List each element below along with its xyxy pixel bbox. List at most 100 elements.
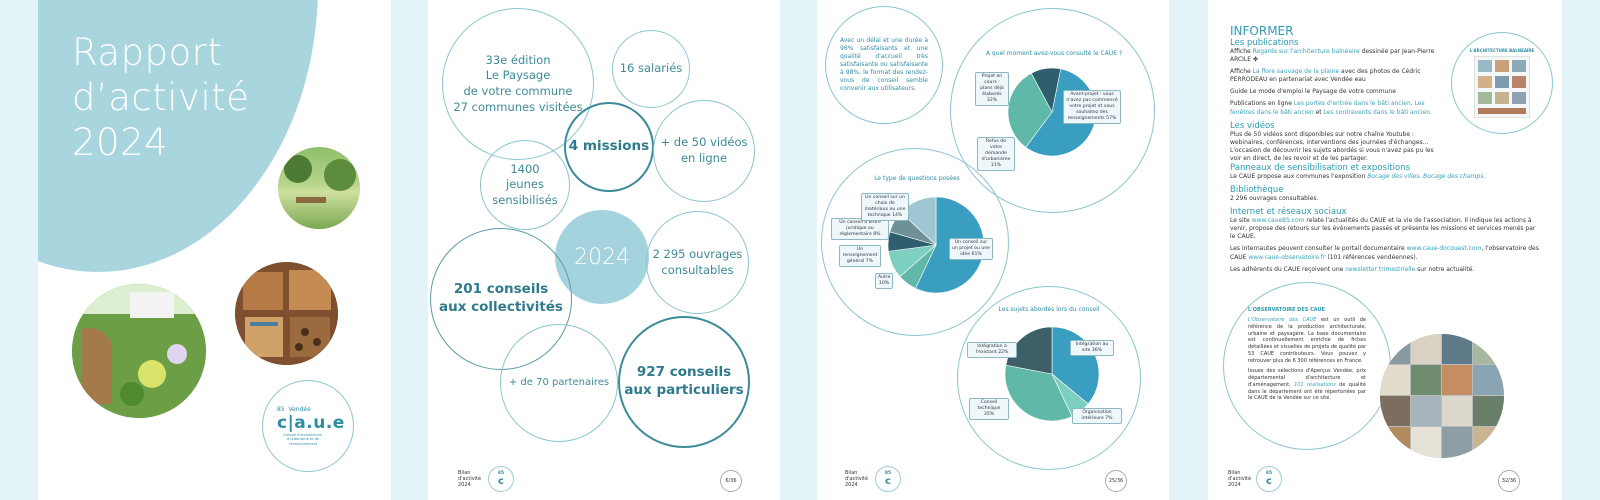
page-number: 32/36 — [1498, 470, 1520, 492]
ouvrages-bubble: 2 295 ouvrages consultables — [646, 211, 749, 314]
caue85-link[interactable]: www.caue85.com — [1251, 217, 1305, 225]
panneaux-heading: Panneaux de sensibilisation et expositio… — [1230, 163, 1411, 173]
insect-hotel-photo — [235, 262, 338, 365]
footer-bilan: Bilan d'activité 2024 — [845, 470, 868, 488]
particuliers-line1: 927 conseils — [636, 364, 732, 381]
partenaires-bubble: + de 70 partenaires — [500, 324, 618, 442]
bilan-line2: d'activité — [845, 476, 869, 482]
year-bubble: 2024 — [555, 210, 649, 304]
page-number: 25/36 — [1105, 470, 1127, 492]
chart2-label-3: Un conseil d'ordre juridique ou réglemen… — [831, 218, 889, 240]
pub3: Guide Le mode d'emploi le Paysage de vot… — [1230, 88, 1396, 96]
bilan-line1: Bilan — [845, 470, 858, 476]
footer-logo-number: 85 — [1265, 471, 1273, 476]
docouest-link[interactable]: www.caue-docouest.com — [1406, 245, 1482, 253]
chart3-slice-2 — [1004, 364, 1073, 422]
pub1-link[interactable]: Regards sur l'architecture balnéaire — [1252, 48, 1360, 55]
footer-logo: 85 c — [1256, 466, 1282, 492]
panneaux-expo: Bocage des villes, Bocage des champs. — [1367, 173, 1486, 180]
garden-photo — [72, 284, 206, 418]
intro-text: Avec un délai et une durée à 96% satisfa… — [840, 36, 928, 93]
informer-column: INFORMER Les publications Affiche Regard… — [1230, 24, 1442, 163]
intro-bubble: Avec un délai et une durée à 96% satisfa… — [825, 6, 943, 124]
internet-text3: Les adhérents du CAUE reçoivent une news… — [1230, 266, 1540, 274]
net3-pre: Les adhérents du CAUE reçoivent une — [1230, 265, 1346, 273]
bilan-line1: Bilan — [1228, 470, 1241, 476]
publications-heading: Les publications — [1230, 38, 1299, 48]
pub2-pre: Affiche — [1230, 68, 1253, 76]
footer-logo-number: 85 — [497, 471, 505, 476]
cover-title-line1: Rapport — [72, 31, 223, 74]
footer-logo-number: 85 — [884, 471, 892, 476]
videos-text: Plus de 50 vidéos sont disponibles sur n… — [1230, 130, 1434, 162]
pub4-link[interactable]: Les portes d'entrée dans le bâti ancien,… — [1230, 100, 1425, 116]
bibliotheque-text: 2 296 ouvrages consultables. — [1230, 195, 1319, 203]
pub4: Publications en ligne Les portes d'entré… — [1230, 100, 1442, 116]
partenaires-text: + de 70 partenaires — [508, 377, 610, 389]
chart1-slice-2 — [1030, 67, 1062, 113]
particuliers-bubble: 927 conseils aux particuliers — [618, 316, 750, 448]
observatoire-heading: L'OBSERVATOIRE DES CAUE — [1248, 307, 1325, 313]
panneaux-pre: Le CAUE propose aux communes l'expositio… — [1230, 173, 1368, 180]
newsletter-link[interactable]: newsletter trimestrielle — [1345, 265, 1416, 273]
informer-heading: INFORMER — [1230, 24, 1294, 38]
chart3-label-0: Intégration au site 36% — [1070, 340, 1114, 356]
collectivites-bubble: 201 conseils aux collectivités — [430, 228, 572, 370]
chart2-label-2: Autre 10% — [875, 273, 893, 289]
salaries-bubble: 16 salariés — [612, 30, 690, 108]
edition-line3: de votre commune — [463, 84, 573, 98]
net1-pre: Le site — [1230, 217, 1252, 225]
poster-bubble: L'ARCHITECTURE BALNÉAIRE — [1451, 32, 1553, 134]
particuliers-line2: aux particuliers — [624, 382, 744, 398]
cover-title: Rapport d’activité 2024 — [72, 30, 250, 165]
logo-dept: Vendée — [288, 406, 311, 414]
chart2-label-4: Un conseil sur un choix de matériaux ou … — [861, 193, 909, 221]
observatoire-name: L'Observatoire des CAUE — [1248, 317, 1317, 323]
observatoire-link[interactable]: www.caue-observatoire.fr — [1248, 253, 1326, 261]
chart3-label-1: Organisation intérieure 7% — [1072, 408, 1122, 424]
observatoire-text1: L'Observatoire des CAUE est un outil de … — [1248, 317, 1366, 364]
bilan-line2: d'activité — [1228, 476, 1252, 482]
net2-mid: , l'observatoire des CAUE — [1230, 245, 1539, 261]
realisations-link[interactable]: 101 réalisations — [1294, 381, 1336, 388]
chart1-label-2: Refus de votre demande d'urbanisme 11% — [977, 137, 1015, 171]
chart1-title: A quel moment avez-vous consulté le CAUE… — [985, 50, 1123, 57]
pub4-mid: et — [1313, 108, 1324, 116]
internet-text1: Le site www.caue85.com relate l'actualit… — [1230, 217, 1540, 241]
videos-bubble: + de 50 vidéos en ligne — [653, 100, 755, 202]
poster-title: L'ARCHITECTURE BALNÉAIRE — [1469, 48, 1535, 53]
chart2-title: Le type de questions posées — [874, 175, 960, 182]
chart3-label-2: Conseil technique 35% — [969, 398, 1009, 420]
chart1-label-0: Avant-projet : vous n'avez pas commencé … — [1063, 90, 1121, 124]
pub2: Affiche La flore sauvage de la plaine av… — [1230, 68, 1442, 84]
pub2-link[interactable]: La flore sauvage de la plaine — [1252, 68, 1340, 76]
page-number-text: 6/36 — [725, 478, 737, 484]
internet-heading: Internet et réseaux sociaux — [1230, 207, 1347, 218]
year-text: 2024 — [574, 244, 630, 270]
videos-line1: + de 50 vidéos — [660, 135, 748, 150]
collectivites-line1: 201 conseils — [453, 281, 549, 298]
jeunes-line2: jeunes — [506, 177, 544, 192]
chart3-title: Les sujets abordés lors du conseil — [998, 306, 1100, 313]
footer-logo-c: c — [1266, 476, 1272, 487]
observatoire-text2: Issues des sélections d'Aperçus Vendée, … — [1248, 368, 1366, 402]
page-number: 6/36 — [720, 470, 742, 492]
informer-page: INFORMER Les publications Affiche Regard… — [1208, 0, 1562, 500]
salaries-text: 16 salariés — [619, 61, 683, 76]
edition-bubble: 33e édition Le Paysage de votre commune … — [442, 8, 594, 160]
videos-line2: en ligne — [680, 151, 728, 165]
edition-line2: Le Paysage — [485, 68, 551, 83]
pub1-pre: Affiche — [1230, 48, 1253, 55]
net2-pre: Les internautes peuvent consulter le por… — [1230, 245, 1407, 253]
footer-logo: 85 c — [488, 466, 514, 492]
survey-page: Avec un délai et une durée à 96% satisfa… — [817, 0, 1169, 500]
net2-post: (101 références vendéennes). — [1325, 253, 1418, 261]
panneaux-text: Le CAUE propose aux communes l'expositio… — [1230, 173, 1540, 181]
jeunes-line1: 1400 — [510, 161, 540, 176]
cover-title-line2: d’activité — [72, 76, 250, 120]
cover-page: Rapport d’activité 2024 85 Vendée — [38, 0, 391, 500]
pub4-link2[interactable]: Les contrevents dans le bâti ancien. — [1323, 108, 1432, 116]
footer-logo-c: c — [885, 476, 891, 487]
page-number-text: 32/36 — [1501, 478, 1517, 484]
logo-brand: c|a.u.e — [277, 413, 345, 434]
